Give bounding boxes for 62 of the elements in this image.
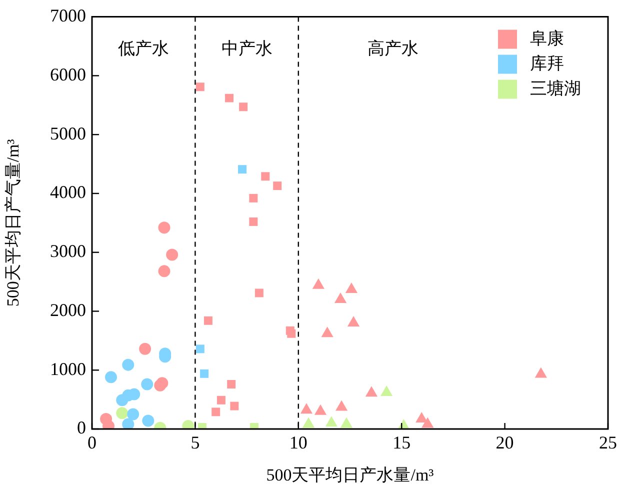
point xyxy=(122,418,134,429)
y-tick-label: 0 xyxy=(77,418,86,438)
point xyxy=(227,380,236,388)
point xyxy=(204,316,212,325)
point xyxy=(287,329,296,338)
legend-label: 阜康 xyxy=(530,29,564,50)
annotation: 中产水 xyxy=(221,39,272,60)
point xyxy=(302,417,315,428)
x-tick-label: 5 xyxy=(190,432,200,453)
point xyxy=(239,102,248,112)
y-tick-label: 2000 xyxy=(50,300,86,320)
point xyxy=(196,344,204,354)
point xyxy=(230,402,239,410)
annotation: 低产水 xyxy=(118,39,170,60)
x-tick-label: 20 xyxy=(496,432,514,453)
y-tick-label: 4000 xyxy=(50,182,86,202)
y-tick-label: 6000 xyxy=(50,64,86,84)
point xyxy=(534,367,547,378)
point xyxy=(116,407,128,420)
point xyxy=(335,400,348,411)
point xyxy=(127,408,140,420)
point xyxy=(200,369,209,378)
legend-label: 库拜 xyxy=(530,54,564,74)
x-tick-label: 10 xyxy=(289,432,308,453)
y-tick-label: 5000 xyxy=(50,123,86,144)
point xyxy=(139,342,152,355)
point xyxy=(365,386,378,397)
point xyxy=(158,222,170,234)
y-tick-label: 3000 xyxy=(50,241,86,262)
point xyxy=(422,417,434,428)
point xyxy=(273,182,282,190)
point xyxy=(238,165,246,174)
point xyxy=(196,82,204,92)
y-tick-label: 7000 xyxy=(50,6,86,26)
point xyxy=(122,358,134,371)
point xyxy=(380,385,393,396)
point xyxy=(314,404,327,415)
point xyxy=(104,371,117,384)
point xyxy=(249,194,258,202)
point xyxy=(142,414,154,427)
point xyxy=(141,378,154,390)
point xyxy=(225,94,234,102)
x-axis-title: 500天平均日产水量/m³ xyxy=(266,465,434,484)
x-tick-label: 15 xyxy=(392,432,411,453)
point xyxy=(216,396,226,404)
point xyxy=(166,248,178,261)
point xyxy=(325,416,338,427)
point xyxy=(300,403,313,414)
x-tick-label: 25 xyxy=(599,432,617,453)
point xyxy=(254,288,264,298)
annotation: 高产水 xyxy=(368,39,419,60)
point xyxy=(158,265,170,278)
legend-label: 三塘湖 xyxy=(530,79,581,100)
y-axis-title: 500天平均日产气量/m³ xyxy=(4,139,23,307)
point xyxy=(321,326,334,338)
point xyxy=(261,172,270,181)
point xyxy=(212,408,220,416)
point xyxy=(347,316,360,327)
point xyxy=(249,217,258,226)
point xyxy=(416,412,428,422)
y-tick-label: 1000 xyxy=(50,358,86,379)
point xyxy=(340,417,353,428)
